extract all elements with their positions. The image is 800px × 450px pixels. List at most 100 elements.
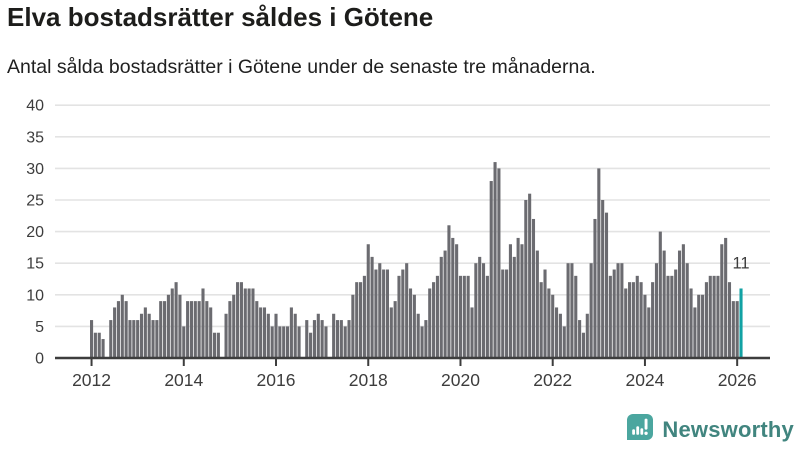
- bar: [481, 263, 486, 358]
- bar: [378, 263, 382, 358]
- bar: [343, 326, 347, 358]
- bar: [543, 269, 547, 358]
- bar: [147, 313, 151, 358]
- bar: [289, 307, 293, 358]
- newsworthy-wordmark: Newsworthy: [662, 416, 794, 442]
- bar: [662, 250, 666, 358]
- svg-text:2026: 2026: [718, 370, 757, 390]
- bar: [724, 237, 728, 358]
- bar: [508, 244, 512, 358]
- bar: [466, 275, 470, 358]
- svg-text:2014: 2014: [164, 370, 203, 390]
- bar: [189, 301, 194, 358]
- bar: [228, 301, 232, 358]
- bar: [239, 282, 243, 358]
- svg-text:5: 5: [35, 319, 44, 336]
- svg-text:30: 30: [26, 161, 44, 178]
- bar: [666, 275, 670, 358]
- bars: [90, 162, 743, 358]
- bar: [408, 288, 413, 358]
- y-gridlines: [55, 104, 770, 328]
- bar: [685, 263, 689, 358]
- bar: [620, 263, 624, 358]
- bar: [243, 288, 247, 358]
- bar: [701, 294, 705, 358]
- bar: [593, 218, 597, 358]
- bar: [528, 193, 532, 358]
- bar: [539, 282, 543, 358]
- bar: [470, 307, 474, 358]
- bar: [578, 320, 582, 358]
- bar: [520, 244, 524, 358]
- bar: [727, 282, 732, 358]
- bar: [597, 168, 601, 358]
- bar: [155, 320, 159, 358]
- bar: [293, 313, 297, 358]
- bar: [309, 332, 313, 358]
- bar: [389, 307, 393, 358]
- bar: [128, 320, 132, 358]
- bar: [374, 269, 378, 358]
- bar: [608, 275, 612, 358]
- bar: [616, 263, 620, 358]
- bar: [262, 307, 267, 358]
- bar: [247, 288, 251, 358]
- bar: [432, 282, 436, 358]
- bar: [170, 288, 174, 358]
- bar: [674, 269, 678, 358]
- bar: [159, 301, 163, 358]
- bar: [716, 275, 720, 358]
- bar: [585, 313, 589, 358]
- bar: [174, 282, 178, 358]
- bar: [136, 320, 140, 358]
- bar: [236, 282, 240, 358]
- bar: [186, 301, 190, 358]
- bar: [439, 256, 443, 358]
- bar: [635, 275, 639, 358]
- bar: [124, 301, 128, 358]
- newsworthy-logo-link[interactable]: Newsworthy: [626, 413, 794, 446]
- bar: [232, 294, 236, 358]
- bar: [562, 326, 566, 358]
- bar: [677, 250, 682, 358]
- bar: [270, 326, 274, 358]
- svg-text:10: 10: [26, 287, 44, 304]
- bar: [493, 162, 497, 358]
- bar: [624, 288, 628, 358]
- bar: [485, 275, 489, 358]
- bar: [443, 250, 447, 358]
- bar: [524, 200, 528, 358]
- x-axis-labels: 2012 2014 2016 2018 2020 2022 2024 2026: [72, 370, 757, 390]
- bar: [139, 313, 144, 358]
- bar: [320, 320, 324, 358]
- bar: [501, 269, 505, 358]
- svg-text:35: 35: [26, 129, 44, 146]
- bar: [631, 282, 635, 358]
- bar: [178, 294, 182, 358]
- bar: [574, 275, 578, 358]
- bar: [516, 237, 520, 358]
- bar: [712, 275, 716, 358]
- bar: [116, 301, 120, 358]
- bar: [689, 288, 693, 358]
- bar: [163, 301, 167, 358]
- bar: [370, 256, 374, 358]
- bar: [416, 313, 420, 358]
- bar: [401, 269, 405, 358]
- bar: [478, 256, 482, 358]
- bar: [366, 244, 370, 358]
- svg-text:0: 0: [35, 351, 44, 368]
- y-axis-labels: 0 5 10 15 20 25 30 35 40: [26, 98, 44, 368]
- bar: [551, 294, 555, 358]
- newsworthy-icon: [626, 413, 654, 446]
- bar: [424, 320, 428, 358]
- bar: [355, 282, 359, 358]
- bar: [332, 313, 336, 358]
- bar: [612, 269, 616, 358]
- bar: [643, 294, 647, 358]
- svg-text:2022: 2022: [533, 370, 572, 390]
- bar: [658, 231, 662, 358]
- bar: [558, 313, 562, 358]
